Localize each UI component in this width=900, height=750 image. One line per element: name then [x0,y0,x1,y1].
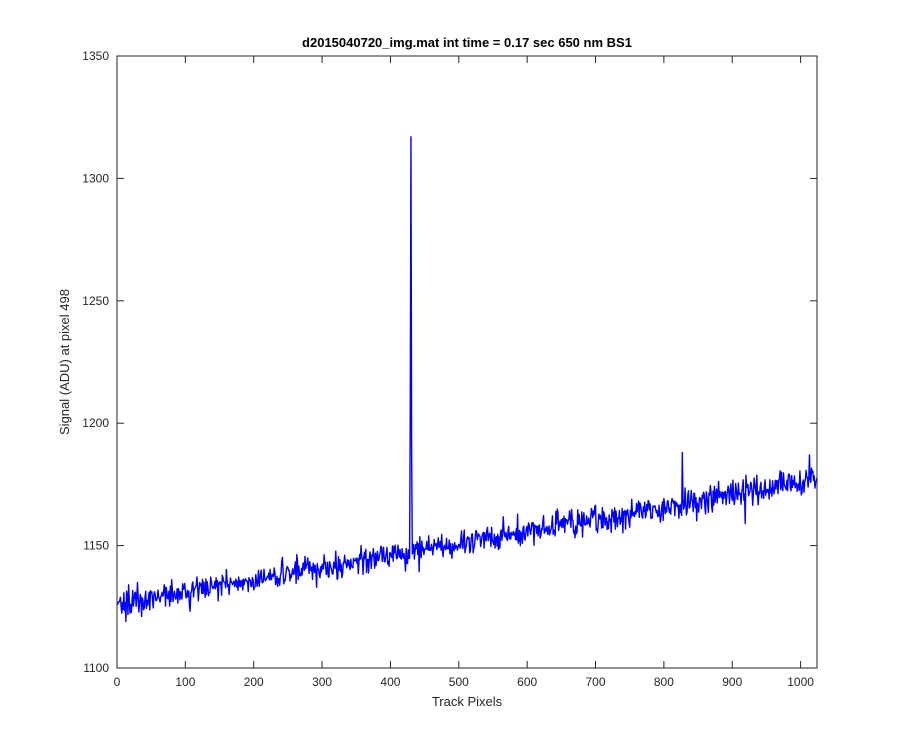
chart-title: d2015040720_img.mat int time = 0.17 sec … [302,35,632,50]
axes-frame [116,55,818,669]
y-tick-label: 1250 [82,294,109,308]
y-tick-label: 1300 [82,171,109,185]
y-axis-label: Signal (ADU) at pixel 498 [57,289,72,435]
plot-series-group [117,136,818,623]
x-tick-label: 800 [654,675,674,689]
signal-series-line [117,136,818,623]
x-tick-label: 900 [722,675,742,689]
x-tick-label: 100 [175,675,195,689]
x-tick-label: 700 [586,675,606,689]
x-tick-label: 0 [114,675,121,689]
x-tick-label: 400 [380,675,400,689]
x-tick-label: 600 [517,675,537,689]
x-axis-label: Track Pixels [432,694,503,709]
x-tick-label: 300 [312,675,332,689]
x-axis-ticks: 0 100 200 300 400 500 600 700 800 900 1000 [114,56,814,689]
y-tick-label: 1200 [82,416,109,430]
y-axis-ticks: 1100 1150 1200 1250 1300 1350 [82,49,817,675]
x-tick-label: 1000 [787,675,814,689]
y-tick-label: 1150 [83,539,109,553]
x-tick-label: 500 [449,675,469,689]
y-tick-label: 1350 [82,49,109,63]
x-tick-label: 200 [244,675,264,689]
y-tick-label: 1100 [83,661,109,675]
